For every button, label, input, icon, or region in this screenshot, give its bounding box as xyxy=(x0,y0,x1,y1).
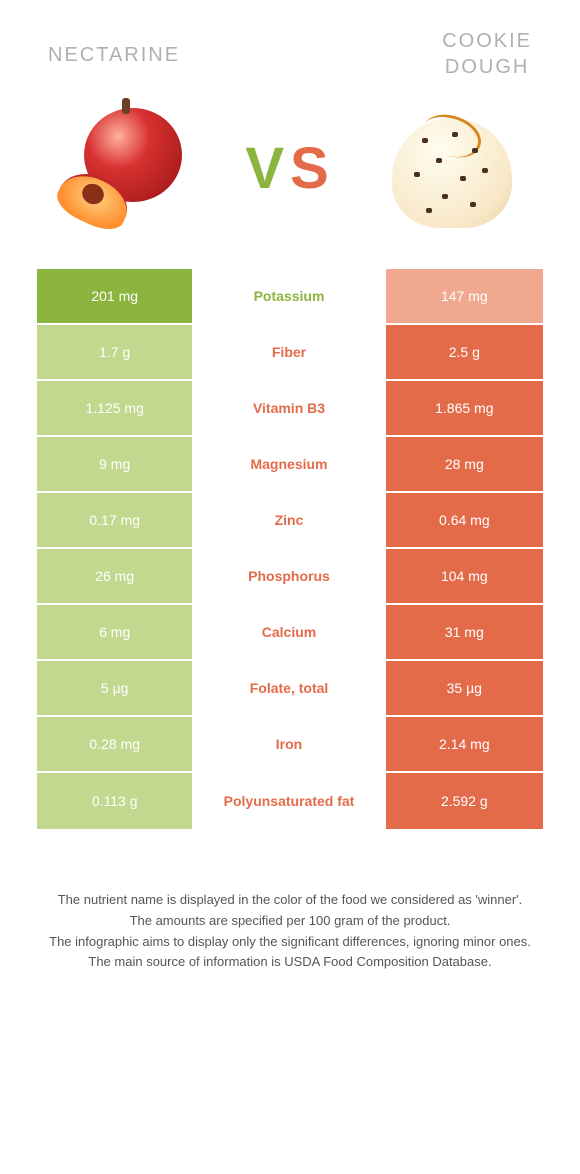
right-value: 104 mg xyxy=(386,549,543,603)
table-row: 6 mgCalcium31 mg xyxy=(37,605,543,661)
table-row: 0.17 mgZinc0.64 mg xyxy=(37,493,543,549)
nutrient-label: Vitamin B3 xyxy=(194,381,385,435)
left-value: 6 mg xyxy=(37,605,194,659)
right-value: 28 mg xyxy=(386,437,543,491)
table-row: 0.28 mgIron2.14 mg xyxy=(37,717,543,773)
vs-v: V xyxy=(245,136,290,201)
nutrient-label: Zinc xyxy=(194,493,385,547)
table-row: 5 µgFolate, total35 µg xyxy=(37,661,543,717)
nutrient-label: Calcium xyxy=(194,605,385,659)
left-value: 26 mg xyxy=(37,549,194,603)
footnote-1: The nutrient name is displayed in the co… xyxy=(36,890,544,911)
nutrient-table: 201 mgPotassium147 mg1.7 gFiber2.5 g1.12… xyxy=(36,268,544,830)
right-value: 0.64 mg xyxy=(386,493,543,547)
nutrient-label: Fiber xyxy=(194,325,385,379)
footnote-2: The amounts are specified per 100 gram o… xyxy=(36,911,544,932)
footnote-4: The main source of information is USDA F… xyxy=(36,952,544,973)
title-right-line1: COOKIE xyxy=(442,30,532,52)
nutrient-label: Polyunsaturated fat xyxy=(194,773,385,829)
table-row: 9 mgMagnesium28 mg xyxy=(37,437,543,493)
nutrient-label: Magnesium xyxy=(194,437,385,491)
nectarine-icon xyxy=(58,98,198,238)
footer-notes: The nutrient name is displayed in the co… xyxy=(36,890,544,973)
title-right-line2: DOUGH xyxy=(445,56,529,78)
table-row: 0.113 gPolyunsaturated fat2.592 g xyxy=(37,773,543,829)
right-value: 1.865 mg xyxy=(386,381,543,435)
left-value: 201 mg xyxy=(37,269,194,323)
vs-s: S xyxy=(290,136,335,201)
right-value: 31 mg xyxy=(386,605,543,659)
right-value: 2.14 mg xyxy=(386,717,543,771)
right-value: 2.5 g xyxy=(386,325,543,379)
left-value: 0.113 g xyxy=(37,773,194,829)
table-row: 1.7 gFiber2.5 g xyxy=(37,325,543,381)
header: NECTARINE COOKIE DOUGH xyxy=(0,0,580,80)
images-row: VS xyxy=(0,80,580,268)
title-right: COOKIE DOUGH xyxy=(442,28,532,80)
left-value: 0.28 mg xyxy=(37,717,194,771)
vs-label: VS xyxy=(245,135,334,202)
nutrient-label: Phosphorus xyxy=(194,549,385,603)
cookie-dough-icon xyxy=(382,98,522,238)
left-value: 5 µg xyxy=(37,661,194,715)
title-left: NECTARINE xyxy=(48,42,180,80)
table-row: 26 mgPhosphorus104 mg xyxy=(37,549,543,605)
footnote-3: The infographic aims to display only the… xyxy=(36,932,544,953)
right-value: 2.592 g xyxy=(386,773,543,829)
left-value: 1.7 g xyxy=(37,325,194,379)
table-row: 1.125 mgVitamin B31.865 mg xyxy=(37,381,543,437)
nutrient-label: Potassium xyxy=(194,269,385,323)
left-value: 0.17 mg xyxy=(37,493,194,547)
right-value: 147 mg xyxy=(386,269,543,323)
nutrient-label: Iron xyxy=(194,717,385,771)
table-row: 201 mgPotassium147 mg xyxy=(37,269,543,325)
nutrient-label: Folate, total xyxy=(194,661,385,715)
left-value: 1.125 mg xyxy=(37,381,194,435)
right-value: 35 µg xyxy=(386,661,543,715)
left-value: 9 mg xyxy=(37,437,194,491)
